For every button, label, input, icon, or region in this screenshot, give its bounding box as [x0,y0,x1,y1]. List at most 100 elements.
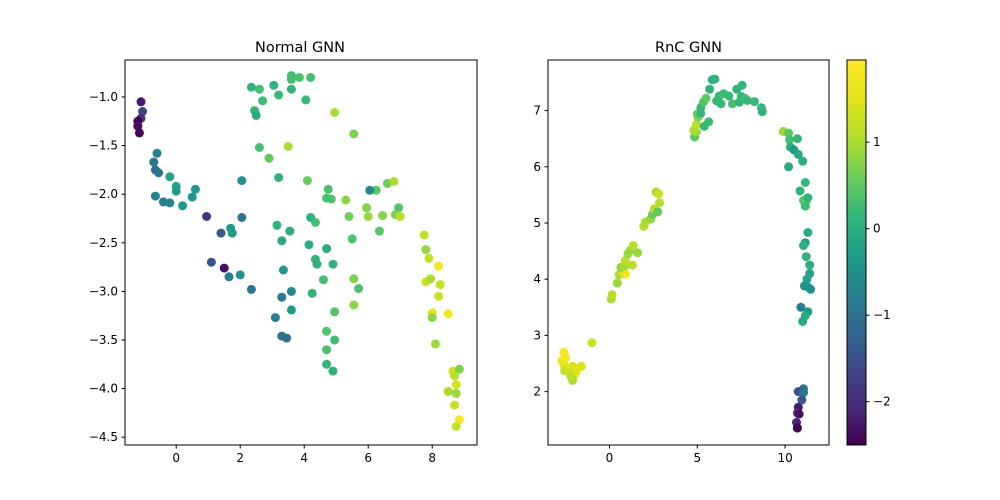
rnc-gnn-x-ticks: 0 5 10 [606,445,793,465]
normal-gnn-point [190,184,200,194]
normal-gnn-point [443,387,453,396]
normal-gnn-point [138,107,148,116]
rnc-gnn-point [792,134,802,144]
rnc-gnn-point [798,316,808,326]
normal-gnn-y-tick-label: −2.0 [89,187,118,201]
normal-gnn-point [374,226,384,236]
normal-gnn-point [227,228,237,238]
rnc-gnn-point [566,371,576,381]
normal-gnn-point [419,230,429,240]
normal-gnn-point [454,364,464,374]
normal-gnn-point [246,82,256,92]
normal-gnn-point [306,73,316,82]
rnc-gnn-points [557,74,816,433]
normal-gnn-point [451,389,461,398]
normal-gnn-point [246,284,256,294]
colorbar-gradient [846,59,867,446]
normal-gnn-point [421,245,431,255]
normal-gnn-point [328,259,338,269]
normal-gnn-point [354,284,364,293]
normal-gnn-x-tick-label: 6 [364,451,372,465]
rnc-gnn-point [792,423,802,433]
normal-gnn-point [187,192,197,202]
normal-gnn-y-tick-label: −1.5 [89,139,118,153]
normal-gnn-point [318,275,328,285]
normal-gnn-point [206,257,216,267]
normal-gnn-point [426,274,436,284]
colorbar-tick-label: 0 [873,222,881,236]
normal-gnn-point [310,217,320,227]
rnc-gnn-point [655,198,664,208]
normal-gnn-axes-frame [124,59,478,446]
normal-gnn-point [274,90,284,100]
normal-gnn-point [165,198,175,208]
rnc-gnn-point [799,388,808,398]
normal-gnn-point [302,176,312,186]
normal-gnn-point [424,253,434,263]
normal-gnn-point [254,84,264,94]
rnc-gnn-point [704,117,714,127]
normal-gnn-point [178,201,188,211]
normal-gnn-point [451,380,461,390]
normal-gnn-point [341,195,351,205]
normal-gnn-point [312,259,322,269]
normal-gnn-point [323,184,333,194]
normal-gnn-point [235,270,245,280]
normal-gnn-point [301,95,311,105]
normal-gnn-point [286,305,296,315]
rnc-gnn-point [653,207,663,217]
normal-gnn-point [152,148,162,158]
normal-gnn-point [251,110,261,120]
normal-gnn-point [395,212,405,221]
normal-gnn-point [237,176,247,186]
rnc-gnn-point [799,241,808,250]
colorbar-ticks: 1 0 −1 −2 [866,135,891,409]
rnc-gnn-y-tick-label: 7 [533,104,541,118]
rnc-gnn-point [607,290,617,300]
rnc-gnn-point [749,97,759,107]
normal-gnn-point [322,359,332,369]
normal-gnn-point [154,168,164,178]
normal-gnn-point [363,212,373,221]
rnc-gnn-point [587,338,597,348]
normal-gnn-point [150,191,160,201]
rnc-gnn-point [793,149,803,159]
normal-gnn-point [378,211,388,221]
normal-gnn-point [272,220,282,230]
rnc-gnn-x-tick-label: 5 [693,451,701,465]
normal-gnn-y-tick-label: −3.5 [89,333,118,347]
normal-gnn-y-tick-label: −4.5 [89,430,118,444]
rnc-gnn-title: RnC GNN [655,40,722,56]
normal-gnn-point [304,240,314,250]
rnc-gnn-point [797,395,807,405]
normal-gnn-x-tick-label: 0 [172,451,180,465]
normal-gnn-point [322,244,332,254]
normal-gnn-point [171,186,181,196]
rnc-gnn-x-tick-label: 10 [777,451,792,465]
rnc-gnn-point [800,201,810,211]
rnc-gnn-point [628,241,638,250]
rnc-gnn-point [784,162,794,172]
rnc-gnn-point [784,128,794,138]
rnc-gnn-axes-frame [547,59,830,446]
normal-gnn-point [454,415,464,425]
rnc-gnn-point [798,156,808,166]
rnc-gnn-plot: RnC GNN 0 5 10 2 3 4 5 6 7 [533,40,830,465]
normal-gnn-point [371,185,381,195]
normal-gnn-point [149,157,159,167]
rnc-gnn-y-tick-label: 4 [533,272,541,286]
colorbar-tick-label: 1 [873,135,881,149]
normal-gnn-point [278,265,288,275]
normal-gnn-point [322,193,332,203]
normal-gnn-point [237,213,247,222]
rnc-gnn-point [633,248,643,258]
normal-gnn-point [394,203,404,213]
normal-gnn-point [283,142,293,151]
rnc-gnn-point [701,93,711,103]
normal-gnn-x-ticks: 0 2 4 6 8 [172,445,436,465]
rnc-gnn-point [612,278,622,288]
rnc-gnn-point [803,228,813,237]
normal-gnn-point [330,335,340,345]
normal-gnn-point [328,366,338,376]
